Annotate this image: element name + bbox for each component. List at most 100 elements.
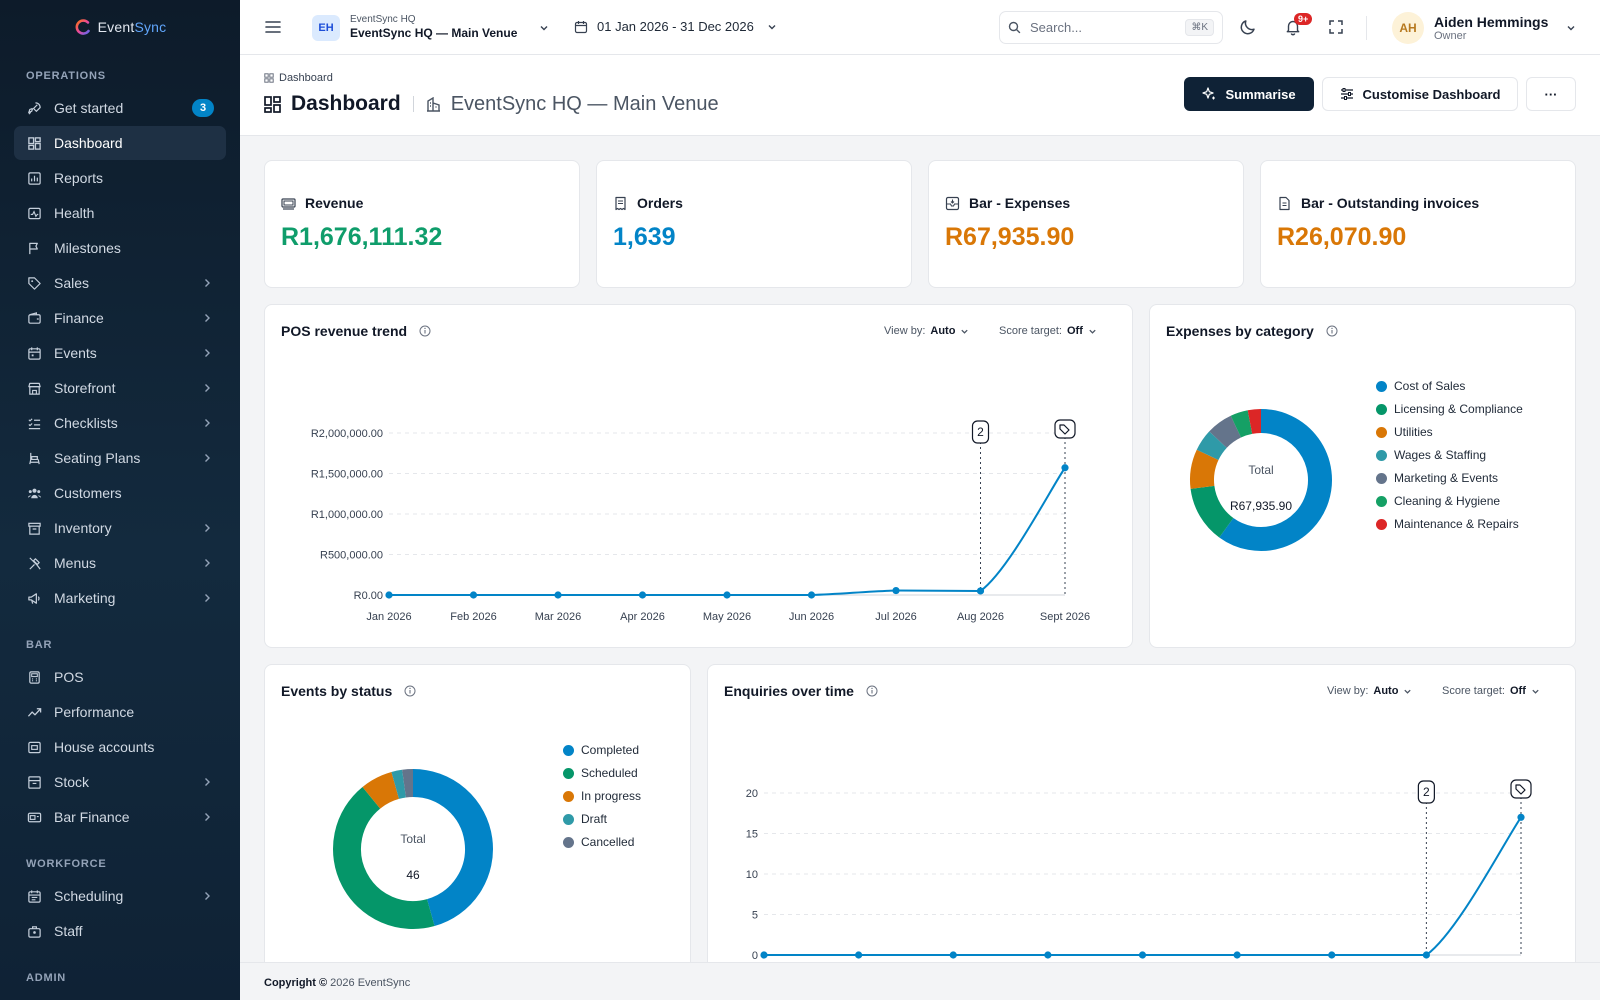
kpi-value: R1,676,111.32 bbox=[281, 223, 443, 251]
venue-switcher[interactable]: EH EventSync HQ EventSync HQ — Main Venu… bbox=[312, 14, 549, 41]
data-point bbox=[1233, 951, 1241, 959]
venue-org: EventSync HQ bbox=[350, 14, 416, 25]
sidebar-item-stock[interactable]: Stock bbox=[14, 765, 226, 799]
kpi-label: Orders bbox=[637, 195, 683, 211]
chevron-right-icon bbox=[205, 454, 210, 462]
sidebar-item-events[interactable]: Events bbox=[14, 336, 226, 370]
data-point bbox=[723, 591, 731, 599]
sidebar-item-label: Bar Finance bbox=[54, 809, 130, 825]
search-box[interactable]: ⌘K bbox=[999, 11, 1223, 44]
customise-dashboard-button[interactable]: Customise Dashboard bbox=[1322, 77, 1518, 111]
sidebar-item-dashboard[interactable]: Dashboard bbox=[14, 126, 226, 160]
chevron-right-icon bbox=[205, 892, 210, 900]
date-range-picker[interactable]: 01 Jan 2026 - 31 Dec 2026 bbox=[574, 19, 777, 34]
data-point bbox=[1061, 464, 1069, 472]
legend-item-cost-of-sales[interactable]: Cost of Sales bbox=[1376, 378, 1523, 394]
health-icon bbox=[26, 205, 42, 221]
page-header: Dashboard Dashboard EventSync HQ — Main … bbox=[240, 55, 1600, 136]
view-by-dropdown[interactable]: View by: Auto bbox=[884, 325, 969, 337]
sidebar-item-scheduling[interactable]: Scheduling bbox=[14, 879, 226, 913]
sidebar-item-performance[interactable]: Performance bbox=[14, 695, 226, 729]
sidebar-item-inventory[interactable]: Inventory bbox=[14, 511, 226, 545]
breadcrumb-dashboard[interactable]: Dashboard bbox=[279, 72, 333, 84]
legend-item-in-progress[interactable]: In progress bbox=[563, 788, 641, 804]
sidebar-item-storefront[interactable]: Storefront bbox=[14, 371, 226, 405]
dashboard-icon bbox=[264, 73, 274, 83]
legend-item-marketing-and-events[interactable]: Marketing & Events bbox=[1376, 470, 1523, 486]
legend-item-draft[interactable]: Draft bbox=[563, 811, 641, 827]
brand-logo[interactable]: EventSync bbox=[0, 0, 240, 54]
sidebar-item-sales[interactable]: Sales bbox=[14, 266, 226, 300]
tag-marker bbox=[1054, 419, 1076, 439]
user-name: Aiden Hemmings bbox=[1434, 13, 1549, 30]
legend-label: Utilities bbox=[1394, 425, 1433, 439]
sidebar-item-menus[interactable]: Menus bbox=[14, 546, 226, 580]
data-point bbox=[976, 587, 985, 595]
donut-slice-marketing-and-events bbox=[1209, 415, 1242, 449]
legend-item-completed[interactable]: Completed bbox=[563, 742, 641, 758]
sidebar-item-seating-plans[interactable]: Seating Plans bbox=[14, 441, 226, 475]
sidebar-item-marketing[interactable]: Marketing bbox=[14, 581, 226, 615]
customise-label: Customise Dashboard bbox=[1362, 86, 1501, 102]
sidebar-item-label: Menus bbox=[54, 555, 97, 571]
info-icon[interactable] bbox=[1326, 325, 1338, 337]
sidebar-item-pos[interactable]: POS bbox=[14, 660, 226, 694]
sidebar-item-customers[interactable]: Customers bbox=[14, 476, 226, 510]
sidebar-item-label: Checklists bbox=[54, 415, 118, 431]
info-icon[interactable] bbox=[866, 685, 878, 697]
data-point bbox=[807, 591, 816, 599]
legend-item-maintenance-and-repairs[interactable]: Maintenance & Repairs bbox=[1376, 516, 1523, 532]
info-icon[interactable] bbox=[404, 685, 416, 697]
chevron-down-icon bbox=[540, 25, 548, 30]
search-input[interactable] bbox=[1030, 20, 1170, 35]
chevron-right-icon bbox=[205, 349, 210, 357]
fullscreen-icon[interactable] bbox=[1328, 19, 1344, 35]
kpi-card-revenue: Revenue R1,676,111.32 bbox=[264, 160, 580, 288]
date-range-text: 01 Jan 2026 - 31 Dec 2026 bbox=[597, 19, 754, 34]
kpi-value: R67,935.90 bbox=[945, 223, 1075, 251]
sidebar-item-get-started[interactable]: Get started 3 bbox=[14, 91, 226, 125]
legend-item-licensing-and-compliance[interactable]: Licensing & Compliance bbox=[1376, 401, 1523, 417]
legend-item-wages-and-staffing[interactable]: Wages & Staffing bbox=[1376, 447, 1523, 463]
sidebar-item-bar-finance[interactable]: Bar Finance bbox=[14, 800, 226, 834]
legend-item-cancelled[interactable]: Cancelled bbox=[563, 834, 641, 850]
data-point bbox=[760, 951, 768, 959]
sidebar-item-checklists[interactable]: Checklists bbox=[14, 406, 226, 440]
view-by-dropdown[interactable]: View by: Auto bbox=[1327, 685, 1412, 697]
data-point bbox=[385, 591, 393, 599]
user-menu[interactable]: AH Aiden Hemmings Owner bbox=[1392, 12, 1576, 44]
legend-item-scheduled[interactable]: Scheduled bbox=[563, 765, 641, 781]
sidebar-item-health[interactable]: Health bbox=[14, 196, 226, 230]
sidebar-item-label: Sales bbox=[54, 275, 90, 291]
pos-revenue-chart: R0.00 R500,000.00 R1,000,000.00 R1,500,000.… bbox=[311, 419, 1090, 623]
sidebar-item-finance[interactable]: Finance bbox=[14, 301, 226, 335]
sidebar-item-label: Finance bbox=[54, 310, 104, 326]
legend-item-utilities[interactable]: Utilities bbox=[1376, 424, 1523, 440]
brand-name-sync: Sync bbox=[134, 19, 167, 35]
sidebar-item-staff[interactable]: Staff bbox=[14, 914, 226, 948]
legend-item-cleaning-and-hygiene[interactable]: Cleaning & Hygiene bbox=[1376, 493, 1523, 509]
more-options-button[interactable]: ··· bbox=[1526, 77, 1576, 111]
sidebar-item-reports[interactable]: Reports bbox=[14, 161, 226, 195]
breadcrumb: Dashboard bbox=[264, 72, 333, 84]
score-target-dropdown[interactable]: Score target: Off bbox=[999, 325, 1097, 337]
info-icon[interactable] bbox=[419, 325, 431, 337]
sliders-icon bbox=[1340, 88, 1353, 100]
event-count-marker: 2 bbox=[971, 420, 990, 444]
x-tick-label: Feb 2026 bbox=[450, 611, 496, 623]
legend-swatch bbox=[563, 767, 574, 779]
sidebar: EventSync OPERATIONS Get started 3 Dashboa… bbox=[0, 0, 240, 1000]
y-tick-label: 0 bbox=[752, 950, 758, 962]
series-line bbox=[764, 816, 1522, 957]
notification-badge: 9+ bbox=[1294, 13, 1313, 25]
sidebar-item-label: Scheduling bbox=[54, 888, 124, 904]
summarise-button[interactable]: Summarise bbox=[1184, 77, 1314, 111]
sidebar-item-house-accounts[interactable]: House accounts bbox=[14, 730, 226, 764]
sidebar-item-milestones[interactable]: Milestones bbox=[14, 231, 226, 265]
hamburger-menu-icon[interactable] bbox=[264, 18, 282, 36]
score-target-dropdown[interactable]: Score target: Off bbox=[1442, 685, 1540, 697]
dark-mode-icon[interactable] bbox=[1239, 18, 1257, 36]
donut-slice-maintenance-and-repairs bbox=[1247, 409, 1262, 434]
topbar-divider bbox=[1366, 16, 1367, 40]
sidebar-item-label: Staff bbox=[54, 923, 83, 939]
